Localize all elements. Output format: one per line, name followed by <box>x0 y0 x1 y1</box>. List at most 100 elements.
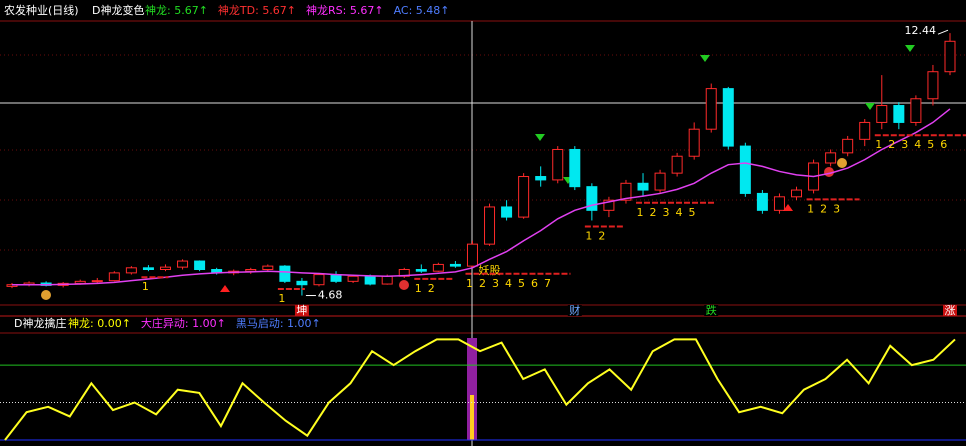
candle-body <box>586 186 598 211</box>
candle-body <box>893 105 905 123</box>
annotation: 12.44 <box>905 24 937 37</box>
count-label: 2 <box>888 138 895 151</box>
strip-label-bg <box>704 305 719 316</box>
candle-body <box>876 105 888 123</box>
signal-triangle <box>865 103 875 110</box>
candle-body <box>842 138 854 154</box>
candle-body <box>944 40 956 73</box>
count-label: 5 <box>689 206 696 219</box>
candle-body <box>791 189 803 198</box>
count-label: 2 <box>650 206 657 219</box>
count-label: 5 <box>927 138 934 151</box>
candle-body <box>705 88 717 130</box>
candle-body <box>381 275 393 285</box>
legend-entry: 黑马启动: 1.00↑ <box>236 317 321 330</box>
strip-label-bg <box>943 305 957 316</box>
money-icon <box>41 290 51 300</box>
spike-bar <box>467 338 477 440</box>
signal-triangle <box>535 134 545 141</box>
count-label: 1 <box>585 229 592 242</box>
count-label: 3 <box>492 277 499 290</box>
strip-label: 财 <box>569 303 580 317</box>
candle-body <box>194 260 206 270</box>
candle-body <box>466 243 478 267</box>
count-label: 4 <box>676 206 683 219</box>
candle-body <box>177 260 189 268</box>
candle-body <box>74 280 86 284</box>
candle-body <box>927 71 939 100</box>
candle-body <box>637 182 649 191</box>
count-label: 4 <box>914 138 921 151</box>
candle-body <box>159 266 171 270</box>
strip-label: 跌 <box>706 303 717 317</box>
candle-body <box>91 280 103 283</box>
candle-body <box>262 265 274 271</box>
candle-body <box>501 206 513 218</box>
signal-triangle <box>905 45 915 52</box>
candle-body <box>552 148 564 181</box>
candle-body <box>654 172 666 191</box>
annotation: 4.68 <box>318 289 343 302</box>
legend-entry: 神龙: 5.67↑ <box>145 3 208 17</box>
strip-label: 涨 <box>945 304 956 317</box>
indicator-name: D神龙变色 <box>92 3 144 17</box>
chart-title: 农发种业(日线) <box>4 3 79 17</box>
candle-body <box>722 88 734 147</box>
count-label: 7 <box>544 277 551 290</box>
count-label: 1 <box>142 280 149 293</box>
indicator-line <box>4 338 956 441</box>
signal-triangle <box>220 285 230 292</box>
candle-body <box>825 152 837 164</box>
count-label: 2 <box>820 202 827 215</box>
signal-icon <box>399 280 409 290</box>
candle-body <box>484 206 496 245</box>
count-label: 4 <box>505 277 512 290</box>
candle-body <box>739 145 751 194</box>
strip-label: 坤 <box>296 303 307 317</box>
count-label: 2 <box>598 229 605 242</box>
candle-body <box>142 267 154 270</box>
spike-bar <box>470 395 474 440</box>
count-label: 1 <box>875 138 882 151</box>
candle-body <box>415 269 427 272</box>
count-label: 6 <box>940 138 947 151</box>
candle-body <box>773 196 785 211</box>
candle-body <box>449 263 461 267</box>
count-label: 6 <box>531 277 538 290</box>
candle-body <box>347 275 359 282</box>
candle-body <box>859 121 871 140</box>
count-label: 1 <box>637 206 644 219</box>
legend-entry: AC: 5.48↑ <box>394 4 450 17</box>
strip-label-bg <box>294 305 309 316</box>
legend-entry: 神龙: 0.00↑ <box>68 316 131 330</box>
candle-body <box>108 272 120 282</box>
strip-label-bg <box>567 305 582 316</box>
candle-body <box>125 267 137 274</box>
candle-body <box>620 182 632 201</box>
candle-body <box>756 192 768 211</box>
count-label: 1 <box>466 277 473 290</box>
annotation-arrow <box>937 29 949 35</box>
count-label: 1 <box>278 292 285 305</box>
candle-body <box>279 265 291 282</box>
candle-body <box>910 98 922 123</box>
legend-entry: 神龙RS: 5.67↑ <box>306 3 384 17</box>
candle-body <box>603 199 615 211</box>
candle-body <box>296 280 308 286</box>
candle-body <box>535 176 547 181</box>
count-label: 3 <box>833 202 840 215</box>
signal-triangle <box>783 204 793 211</box>
candle-body <box>245 269 257 272</box>
candle-body <box>671 155 683 174</box>
candle-body <box>688 128 700 157</box>
count-label: 1 <box>807 202 814 215</box>
signal-triangle <box>700 55 710 62</box>
count-label: 5 <box>518 277 525 290</box>
count-label: 3 <box>663 206 670 219</box>
legend-entry: 大庄异动: 1.00↑ <box>141 316 226 330</box>
indicator-name: D神龙擒庄 <box>14 316 66 330</box>
candle-body <box>518 176 530 218</box>
candle-body <box>364 275 376 285</box>
